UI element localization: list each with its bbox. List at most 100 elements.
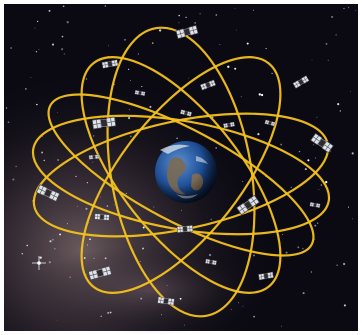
- star: [282, 234, 284, 236]
- star: [314, 224, 317, 227]
- star: [298, 150, 301, 153]
- star: [185, 16, 187, 19]
- star: [63, 53, 65, 55]
- star: [265, 48, 267, 50]
- star: [51, 43, 55, 46]
- star: [215, 14, 218, 16]
- star: [108, 45, 109, 47]
- star: [234, 8, 236, 9]
- star: [36, 20, 39, 23]
- star: [129, 79, 132, 81]
- star: [158, 29, 162, 32]
- star: [25, 88, 27, 90]
- star: [106, 205, 109, 207]
- star: [258, 93, 261, 96]
- star: [325, 180, 328, 184]
- star: [7, 121, 10, 124]
- star: [26, 244, 28, 247]
- star: [34, 27, 36, 29]
- star: [153, 206, 155, 208]
- star: [100, 315, 102, 317]
- star: [104, 257, 107, 260]
- star: [234, 67, 237, 70]
- star: [347, 206, 350, 208]
- star: [253, 315, 255, 318]
- star: [92, 161, 94, 163]
- star: [355, 10, 356, 11]
- star: [100, 196, 102, 198]
- star: [271, 72, 273, 75]
- star: [137, 53, 140, 55]
- star: [149, 105, 152, 108]
- star: [54, 248, 56, 250]
- star: [57, 111, 58, 113]
- star: [281, 325, 282, 327]
- star: [208, 253, 212, 257]
- star: [180, 209, 182, 211]
- satellite-icon: [176, 225, 194, 233]
- star: [307, 159, 310, 162]
- star: [141, 86, 143, 88]
- star: [260, 93, 264, 97]
- star: [86, 182, 88, 184]
- star: [311, 59, 313, 61]
- star: [125, 192, 128, 194]
- star: [219, 43, 221, 46]
- star: [242, 181, 244, 183]
- star: [124, 38, 126, 41]
- star: [69, 276, 71, 278]
- star: [140, 297, 143, 300]
- star: [339, 110, 341, 112]
- star: [15, 165, 17, 168]
- star: [61, 35, 64, 38]
- star: [238, 302, 239, 304]
- star: [242, 305, 244, 307]
- star: [199, 13, 201, 15]
- star: [302, 292, 305, 295]
- star: [85, 78, 88, 80]
- star: [240, 96, 242, 98]
- star: [10, 47, 12, 49]
- star: [252, 9, 255, 11]
- star: [188, 77, 189, 79]
- star: [342, 262, 346, 266]
- star: [327, 59, 329, 61]
- star: [280, 143, 283, 146]
- star: [227, 65, 230, 68]
- star: [325, 42, 328, 45]
- star: [285, 251, 288, 254]
- star: [352, 218, 354, 220]
- star: [49, 240, 52, 243]
- star: [310, 271, 313, 273]
- star: [66, 223, 68, 225]
- star: [139, 260, 141, 262]
- star: [302, 247, 304, 250]
- star: [86, 244, 89, 246]
- star: [36, 103, 38, 106]
- star: [85, 273, 87, 275]
- star: [21, 252, 24, 255]
- star: [336, 264, 338, 266]
- star: [42, 136, 44, 138]
- star: [52, 238, 54, 241]
- star: [127, 116, 131, 120]
- star: [183, 324, 185, 326]
- star: [48, 261, 51, 264]
- star: [92, 135, 95, 137]
- orbit-ellipse: [80, 56, 282, 294]
- star: [318, 189, 320, 190]
- star: [114, 204, 115, 206]
- star: [343, 304, 346, 307]
- star: [178, 14, 181, 17]
- star: [317, 222, 319, 224]
- satellite-icon: [94, 213, 110, 221]
- star: [343, 7, 345, 10]
- star: [128, 109, 130, 111]
- orbit-ellipse: [80, 56, 282, 294]
- star: [48, 9, 51, 12]
- star: [230, 308, 232, 310]
- earth-globe-icon: [155, 141, 217, 203]
- star: [12, 178, 15, 181]
- star: [57, 159, 59, 161]
